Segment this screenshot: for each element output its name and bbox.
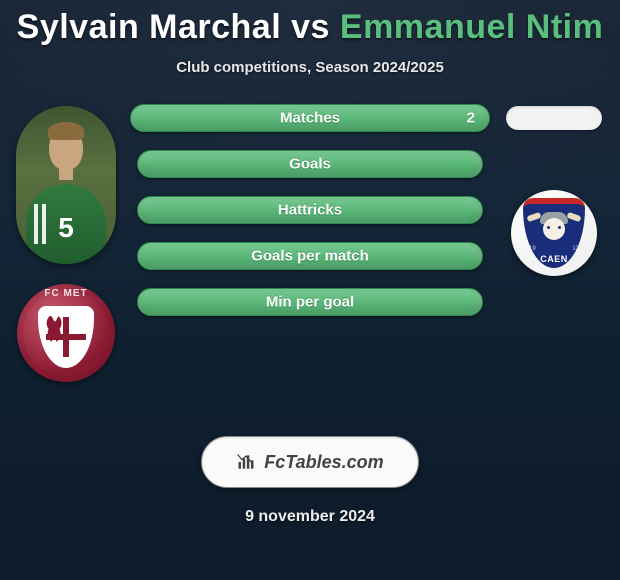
bar-goals-per-match: Goals per match xyxy=(137,242,483,270)
brand-fc: Fc xyxy=(264,452,285,472)
player1-jersey-number: 5 xyxy=(58,212,74,244)
page-title: Sylvain Marchal vs Emmanuel Ntim xyxy=(0,0,620,47)
bar-goals: Goals xyxy=(137,150,483,178)
bar-label: Matches xyxy=(280,110,340,127)
bar-label: Goals per match xyxy=(251,248,369,265)
bar-matches: Matches 2 xyxy=(130,104,490,132)
title-player1: Sylvain Marchal xyxy=(17,8,282,46)
metz-top-text: FC MET xyxy=(44,288,87,299)
bar-chart-icon xyxy=(236,452,256,472)
stat-bars: Matches 2 Goals Hattricks Goals per matc… xyxy=(126,104,494,382)
bar-hattricks: Hattricks xyxy=(137,196,483,224)
bar-min-per-goal: Min per goal xyxy=(137,288,483,316)
club-badge-metz: FC MET xyxy=(17,284,115,382)
brand-text: FcTables.com xyxy=(264,452,383,473)
caen-est-left: 19 xyxy=(529,246,536,252)
brand-box[interactable]: FcTables.com xyxy=(201,436,419,488)
subtitle: Club competitions, Season 2024/2025 xyxy=(0,59,620,76)
caen-est-right: 13 xyxy=(572,246,579,252)
left-column: 5 FC MET xyxy=(6,104,126,382)
right-column: 19 13 CAEN xyxy=(494,104,614,382)
metz-shield-icon xyxy=(38,306,94,368)
bar-value: 2 xyxy=(467,110,475,127)
bar-label: Min per goal xyxy=(266,294,354,311)
player2-pill-placeholder xyxy=(506,106,602,130)
bar-label: Hattricks xyxy=(278,202,342,219)
viking-icon xyxy=(533,212,575,242)
club-badge-caen: 19 13 CAEN xyxy=(511,190,597,276)
title-vs: vs xyxy=(291,8,330,46)
title-player2: Emmanuel Ntim xyxy=(340,8,603,46)
player1-photo: 5 xyxy=(16,106,116,264)
caen-shield-icon: 19 13 CAEN xyxy=(523,198,585,268)
date-text: 9 november 2024 xyxy=(0,508,620,526)
caen-text: CAEN xyxy=(540,254,568,264)
bar-label: Goals xyxy=(289,156,331,173)
brand-rest: Tables.com xyxy=(285,452,383,472)
